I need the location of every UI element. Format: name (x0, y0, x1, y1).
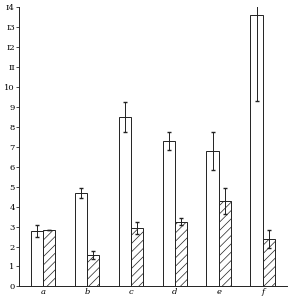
Bar (163, 141, 175, 286)
Bar (175, 222, 187, 286)
Bar (219, 201, 231, 286)
Bar (263, 238, 275, 286)
Bar (75, 193, 87, 286)
Bar (87, 254, 99, 286)
Bar (207, 151, 219, 286)
Bar (119, 117, 131, 286)
Bar (31, 231, 43, 286)
Bar (43, 230, 55, 286)
Bar (131, 228, 143, 286)
Bar (250, 15, 263, 286)
